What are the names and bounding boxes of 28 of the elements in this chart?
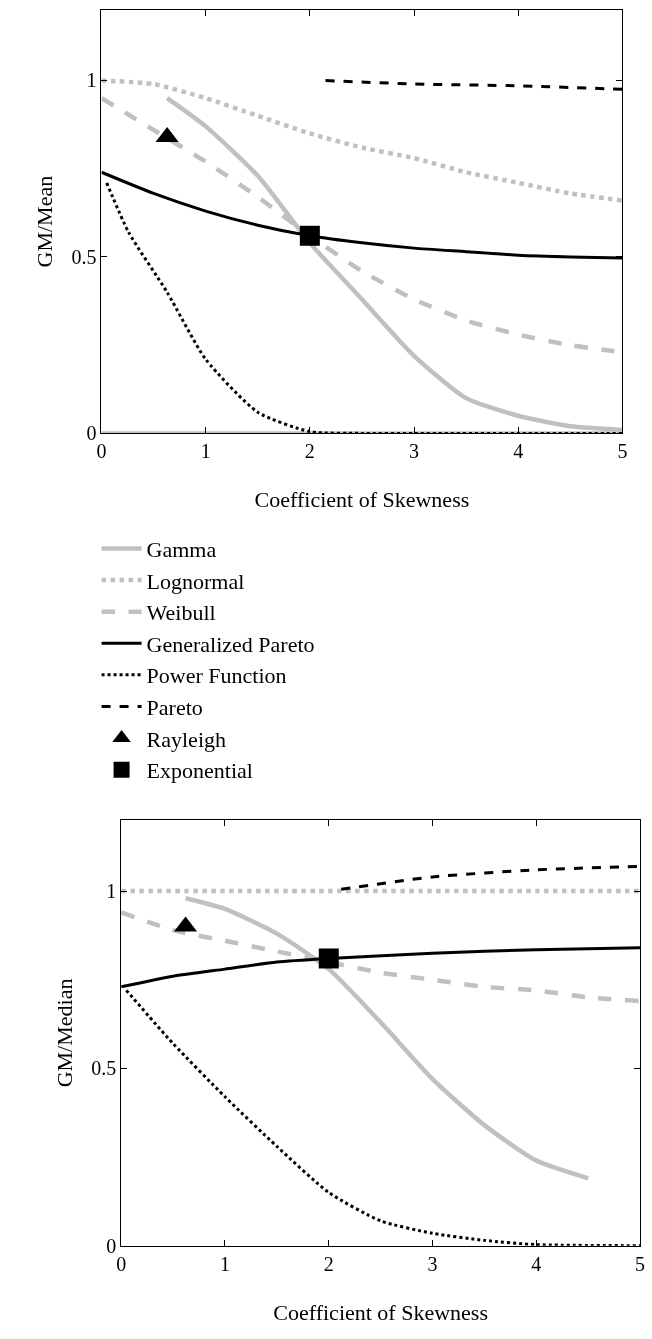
x-tick-label: 4	[531, 1252, 542, 1275]
x-tick-label: 3	[427, 1252, 438, 1275]
legend-label: Pareto	[146, 695, 203, 721]
legend-label: Exponential	[146, 758, 253, 784]
legend-label: Lognormal	[146, 568, 245, 594]
x-axis-title: Coefficient of Skewness	[254, 487, 470, 513]
x-tick-label: 1	[219, 1252, 230, 1275]
y-axis-title: GM/Mean	[32, 175, 58, 268]
legend-label: Power Function	[146, 663, 287, 689]
legend-label: Gamma	[146, 537, 217, 563]
x-tick-label: 2	[323, 1252, 334, 1275]
y-tick-label: 0	[106, 1234, 117, 1257]
x-tick-label: 5	[617, 440, 628, 463]
legend-label: Generalized Pareto	[146, 631, 315, 657]
legend-label: Weibull	[146, 600, 216, 626]
x-tick-label: 4	[513, 440, 524, 463]
x-tick-label: 2	[304, 440, 315, 463]
x-tick-label: 3	[409, 440, 420, 463]
x-axis-title: Coefficient of Skewness	[273, 1299, 488, 1325]
y-axis-title: GM/Median	[51, 978, 77, 1088]
x-tick-label: 1	[200, 440, 211, 463]
y-tick-label: 1	[86, 69, 97, 92]
legend-label: Rayleigh	[146, 726, 227, 752]
x-tick-label: 5	[635, 1252, 646, 1275]
y-tick-label: 1	[106, 880, 117, 903]
y-tick-label: 0.5	[91, 1057, 117, 1080]
y-tick-label: 0	[86, 422, 97, 445]
y-tick-label: 0.5	[71, 245, 97, 268]
